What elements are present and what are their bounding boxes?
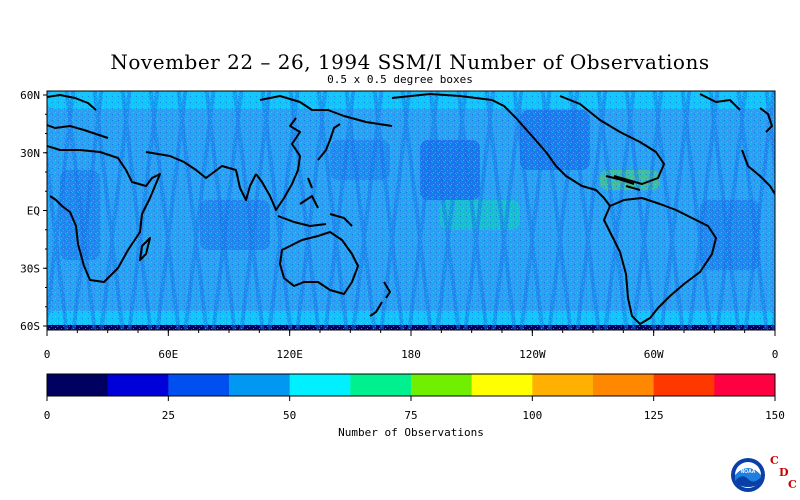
colorbar-swatch <box>168 374 230 396</box>
colorbar-swatch <box>714 374 776 396</box>
coast-japan <box>317 123 341 161</box>
coast-indonesia <box>277 177 353 227</box>
cdc-logo: C D C <box>768 454 800 498</box>
coast-australia <box>279 231 359 295</box>
colorbar-swatch <box>593 374 655 396</box>
lon-label: 0 <box>772 348 779 361</box>
map-subtitle: 0.5 x 0.5 degree boxes <box>327 73 473 86</box>
coast-uk <box>759 107 773 133</box>
lat-label: 60N <box>20 89 40 102</box>
colorbar-swatch <box>411 374 473 396</box>
lon-label: 0 <box>44 348 51 361</box>
lat-label: 30N <box>20 147 40 160</box>
lat-label: 60S <box>20 320 40 333</box>
colorbar-tick-label: 100 <box>522 409 542 422</box>
colorbar-swatch <box>47 374 109 396</box>
svg-text:NOAA: NOAA <box>741 469 756 475</box>
lon-label: 60W <box>644 348 664 361</box>
coast-madagascar <box>139 237 151 261</box>
lon-label: 120W <box>519 348 546 361</box>
map-axes: 60N 30N EQ 30S 60S 0 60E 120E 180 120W 60W 0 <box>20 89 778 361</box>
lon-label: 180 <box>401 348 421 361</box>
colorbar-tick-label: 25 <box>162 409 175 422</box>
noaa-logo: NOAA <box>730 457 766 493</box>
coast-arabia-india <box>145 151 257 201</box>
colorbar-swatch <box>289 374 351 396</box>
coast-north-america <box>491 95 665 207</box>
coast-greenland <box>699 93 775 195</box>
map-title: November 22 – 26, 1994 SSM/I Number of O… <box>110 50 710 74</box>
colorbar-tick-label: 150 <box>765 409 785 422</box>
coast-africa <box>47 145 161 283</box>
lat-label: 30S <box>20 262 40 275</box>
observation-field <box>47 91 775 330</box>
colorbar: 0 25 50 75 100 125 150 Number of Observations <box>44 373 785 439</box>
lat-label: EQ <box>27 205 40 218</box>
coast-caribbean <box>605 175 641 191</box>
coast-europe <box>47 94 109 139</box>
cdc-letter-3: C <box>788 478 797 491</box>
colorbar-title: Number of Observations <box>338 426 484 439</box>
cdc-letter-2: D <box>779 466 789 479</box>
coast-south-america <box>603 197 717 325</box>
colorbar-tick-label: 125 <box>644 409 664 422</box>
speckle-texture <box>47 91 775 330</box>
lon-label: 120E <box>276 348 303 361</box>
coastlines <box>47 93 775 325</box>
colorbar-tick-label: 0 <box>44 409 51 422</box>
colorbar-swatch <box>471 374 533 396</box>
colorbar-swatch <box>229 374 291 396</box>
coast-asia <box>255 93 493 211</box>
lon-label: 60E <box>158 348 178 361</box>
coast-new-zealand <box>369 281 391 317</box>
cdc-letter-1: C <box>770 454 779 467</box>
colorbar-tick-label: 50 <box>283 409 296 422</box>
colorbar-tick-label: 75 <box>404 409 417 422</box>
colorbar-swatch <box>532 374 594 396</box>
colorbar-swatch <box>653 374 715 396</box>
colorbar-swatch <box>107 374 169 396</box>
colorbar-swatch <box>350 374 412 396</box>
